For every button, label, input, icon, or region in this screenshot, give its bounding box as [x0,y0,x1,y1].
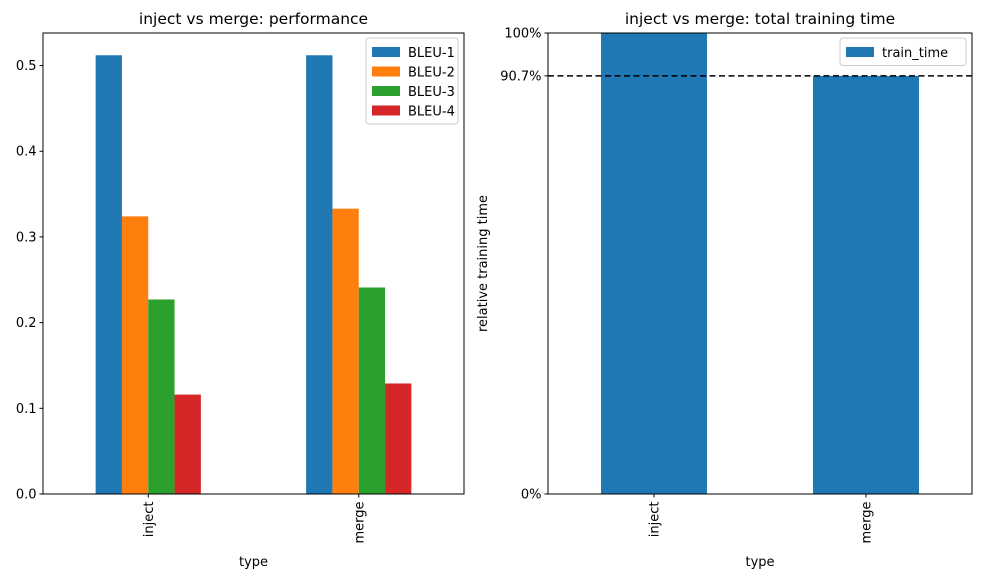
legend-label: train_time [882,46,948,61]
y-tick-label: 0.4 [16,145,37,160]
y-axis-label: relative training time [476,195,491,332]
legend-label: BLEU-2 [408,66,455,81]
bar-bleu-4-merge [385,383,412,494]
bar-bleu-4-inject [174,394,201,494]
bar-bleu-1-inject [95,55,122,494]
y-tick-label: 0.3 [16,230,37,245]
bar-bleu-1-merge [306,55,333,494]
axes-frame [42,32,465,495]
axes-frame [547,32,973,495]
y-tick-label: 0.2 [16,316,37,331]
legend-box [365,37,459,125]
y-tick-label: 0.0 [16,488,37,503]
legend-box [839,37,967,66]
y-tick-label: 100% [504,27,541,42]
bar-train-time-inject [601,33,707,494]
bar-bleu-3-merge [358,287,386,494]
x-tick-label-merge: merge [352,502,367,544]
bar-bleu-3-inject [148,299,175,494]
x-axis-label: type [745,555,774,570]
y-tick-label: 0.5 [16,59,37,74]
legend-label: BLEU-1 [408,46,455,61]
legend-swatch [372,86,400,96]
chart-title: inject vs merge: total training time [625,10,895,28]
x-tick-label-inject: inject [142,502,157,538]
x-axis-label: type [239,555,268,570]
x-tick-label-inject: inject [648,502,663,538]
legend-swatch [372,66,400,77]
y-tick-label: 0% [521,488,542,503]
legend-swatch [372,105,400,116]
y-tick-label: 90.7% [500,69,541,84]
bar-train-time-merge [813,75,919,495]
legend-label: BLEU-4 [408,105,455,120]
chart-title: inject vs merge: performance [139,10,368,28]
legend-swatch [372,47,400,57]
legend-swatch [846,47,874,57]
x-tick-label-merge: merge [860,502,875,544]
bar-bleu-2-inject [121,216,149,494]
legend-label: BLEU-3 [408,85,455,100]
bar-bleu-2-merge [332,208,359,494]
y-tick-label: 0.1 [16,402,37,417]
